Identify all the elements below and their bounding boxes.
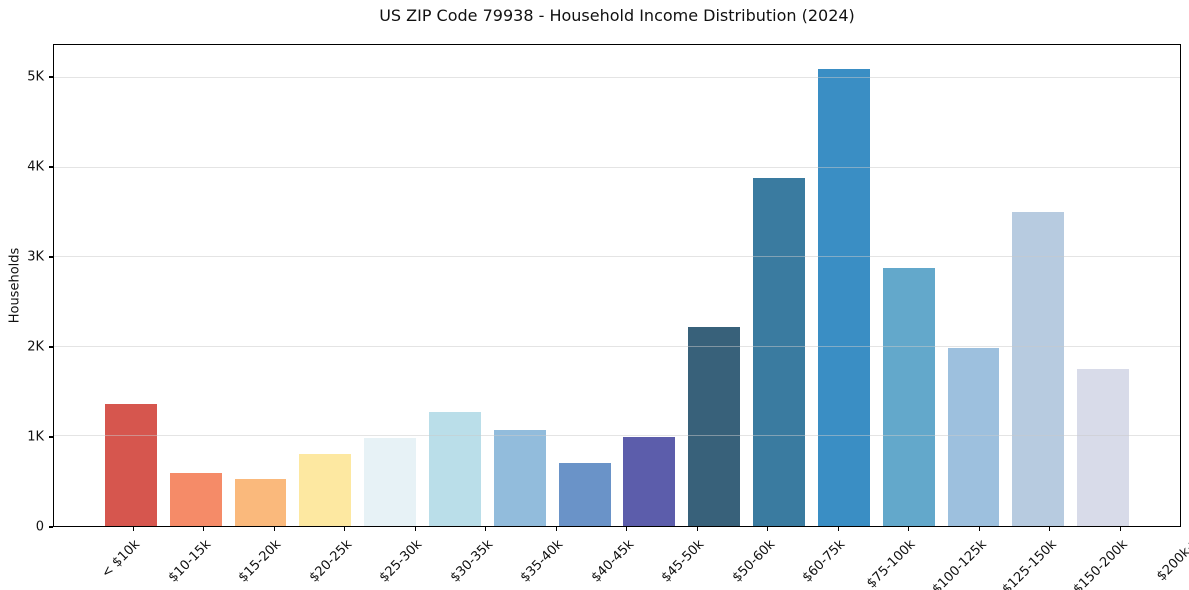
bar (623, 437, 676, 526)
y-axis-ticks: 0 1K 2K 3K 4K 5K (0, 44, 53, 535)
x-tick-label: $50-60k (729, 537, 778, 586)
x-tick-label: $60-75k (799, 537, 849, 586)
bar-slot (811, 45, 876, 526)
y-tick-mark (49, 76, 53, 78)
x-tick-label: $200k+ (1153, 537, 1189, 585)
bar (493, 430, 546, 526)
x-axis-ticks: < $10k $10-15k $15-20k $20-25k $25-30k $30-35… (53, 527, 1189, 590)
bar-slot (941, 45, 1006, 526)
y-tick-mark (49, 346, 53, 348)
x-tick-mark (837, 527, 839, 531)
bar-slot (682, 45, 747, 526)
x-tick-cell: $50-60k (729, 527, 803, 589)
bar-slot (487, 45, 552, 526)
x-tick-label: $30-35k (447, 537, 496, 586)
bar (299, 454, 352, 526)
x-tick-mark (414, 527, 416, 531)
bar (947, 347, 1000, 526)
x-tick-cell: $100-125k (929, 527, 1015, 590)
x-tick-label: $20-25k (306, 537, 355, 586)
bar-slot (552, 45, 617, 526)
x-tick-mark (767, 527, 769, 531)
y-tick-label: 0 (35, 519, 44, 535)
bar (753, 178, 805, 526)
x-tick-mark (1049, 527, 1051, 531)
bar-slot (293, 45, 358, 526)
y-tick-mark (49, 526, 53, 528)
bar (364, 438, 417, 526)
bar-slot (876, 45, 941, 526)
x-tick-mark (626, 527, 628, 531)
bar (234, 478, 287, 526)
bar-slot (358, 45, 423, 526)
bar-slot (228, 45, 293, 526)
x-tick-cell: $200k+ (1153, 527, 1189, 589)
bar (1077, 369, 1130, 526)
y-tick-mark (49, 256, 53, 258)
x-tick-mark (555, 527, 557, 531)
x-tick-label: $75-100k (864, 537, 919, 590)
bar (558, 463, 611, 526)
bar-slot (163, 45, 228, 526)
x-tick-cell: $60-75k (799, 527, 874, 589)
x-tick-mark (273, 527, 275, 531)
y-tick-label: 2K (27, 339, 44, 355)
bar-slot (747, 45, 812, 526)
x-tick-mark (485, 527, 487, 531)
bar-slot (99, 45, 164, 526)
x-tick-cell: $20-25k (306, 527, 380, 589)
bar (169, 473, 222, 526)
x-tick-mark (978, 527, 980, 531)
x-tick-mark (1119, 527, 1121, 531)
x-tick-cell: $25-30k (376, 527, 451, 589)
x-tick-cell: $125-150k (1000, 527, 1085, 590)
bar-slot (617, 45, 682, 526)
x-tick-mark (203, 527, 205, 531)
x-tick-mark (696, 527, 698, 531)
bar (104, 404, 157, 526)
x-tick-mark (908, 527, 910, 531)
x-tick-cell: $150-200k (1070, 527, 1156, 590)
x-tick-label: $10-15k (165, 537, 214, 586)
x-tick-label: < $10k (99, 537, 144, 582)
y-tick-label: 4K (27, 159, 44, 175)
bar-slot (1006, 45, 1071, 526)
y-tick-label: 5K (27, 69, 44, 85)
x-tick-cell: $35-40k (517, 527, 592, 589)
x-tick-label: $40-45k (588, 537, 637, 586)
x-tick-cell: $30-35k (447, 527, 521, 589)
bar-slot (1071, 45, 1136, 526)
y-tick-label: 1K (27, 429, 44, 445)
bar (688, 327, 741, 526)
chart-title: US ZIP Code 79938 - Household Income Dis… (379, 6, 855, 25)
bar (1012, 212, 1065, 526)
x-tick-label: $25-30k (376, 537, 426, 586)
x-tick-mark (132, 527, 134, 531)
x-tick-cell: $40-45k (588, 527, 662, 589)
x-tick-cell: $45-50k (658, 527, 733, 589)
y-tick-mark (49, 166, 53, 168)
bars-row (54, 45, 1180, 526)
x-tick-cell: $10-15k (165, 527, 239, 589)
x-tick-cell: < $10k (98, 527, 169, 589)
bar-slot (423, 45, 488, 526)
bar (882, 267, 935, 526)
y-tick-label: 3K (27, 249, 44, 265)
plot-area (53, 44, 1181, 527)
x-tick-cell: $15-20k (235, 527, 310, 589)
y-tick-mark (49, 436, 53, 438)
x-tick-label: $15-20k (235, 537, 285, 586)
bar (429, 412, 481, 526)
x-tick-mark (344, 527, 346, 531)
x-tick-label: $45-50k (658, 537, 708, 586)
x-tick-label: $35-40k (517, 537, 567, 586)
bar (817, 68, 870, 526)
x-tick-cell: $75-100k (865, 527, 944, 590)
